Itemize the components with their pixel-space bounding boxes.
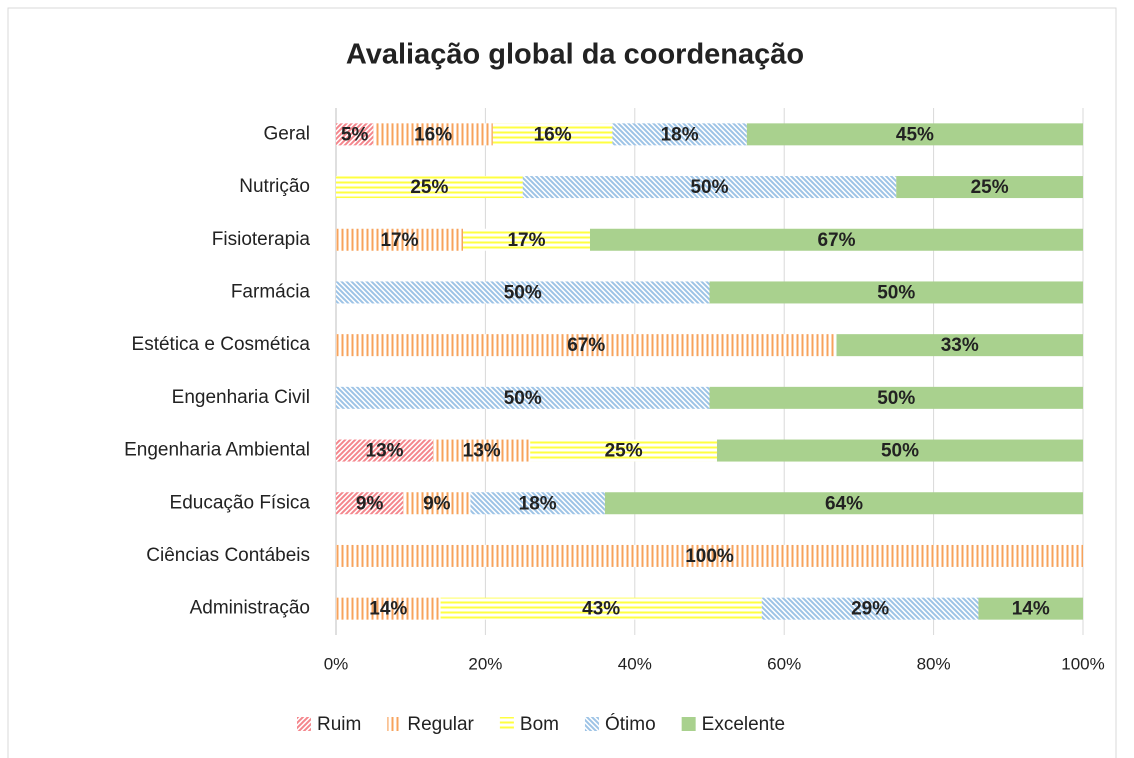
data-label: 25% — [605, 441, 643, 462]
data-label: 50% — [690, 177, 728, 198]
y-tick-label: Fisioterapia — [212, 229, 311, 250]
bar-segment — [336, 597, 441, 620]
bars — [336, 123, 1083, 620]
bar-segment — [836, 334, 1083, 357]
bar-segment — [746, 123, 1083, 146]
data-label: 50% — [877, 282, 915, 303]
data-label: 25% — [971, 177, 1009, 198]
legend-label: Ótimo — [605, 713, 656, 735]
bar-segment — [403, 492, 471, 515]
bar-segment — [589, 228, 1083, 251]
bar-segment — [978, 597, 1083, 620]
data-label: 13% — [366, 441, 404, 462]
bar-segment — [716, 439, 1083, 462]
y-tick-label: Nutrição — [239, 176, 310, 197]
data-label: 67% — [817, 230, 855, 251]
data-label: 13% — [463, 441, 501, 462]
bar-segment — [470, 492, 605, 515]
y-tick-label: Ciências Contábeis — [146, 545, 310, 566]
data-label: 9% — [356, 493, 384, 514]
legend-label: Bom — [520, 714, 559, 735]
data-label: 16% — [414, 124, 452, 145]
data-label: 14% — [1012, 599, 1050, 620]
x-tick-label: 20% — [468, 654, 502, 673]
y-tick-label: Administração — [190, 598, 310, 619]
bar-segment — [336, 386, 710, 409]
legend-swatch — [584, 717, 599, 731]
bar-segment — [373, 123, 493, 146]
bar-segment — [612, 123, 747, 146]
bar-segment — [522, 176, 897, 199]
data-label: 64% — [825, 493, 863, 514]
legend-swatch — [297, 717, 311, 731]
y-tick-label: Engenharia Civil — [172, 387, 310, 408]
bar-segment — [440, 597, 762, 620]
bar-segment — [336, 334, 837, 357]
data-label: 16% — [534, 124, 572, 145]
data-label: 50% — [504, 282, 542, 303]
data-label: 17% — [380, 230, 418, 251]
bar-segment — [709, 386, 1083, 409]
x-tick-label: 100% — [1061, 654, 1104, 673]
bar-segment — [336, 544, 1083, 567]
legend-swatch — [499, 717, 514, 731]
data-label: 50% — [881, 441, 919, 462]
x-tick-label: 0% — [324, 654, 349, 673]
data-label: 9% — [423, 493, 451, 514]
data-label: 18% — [661, 124, 699, 145]
data-label: 45% — [896, 124, 934, 145]
data-label: 29% — [851, 599, 889, 620]
legend-label: Regular — [407, 714, 474, 735]
chart-title: Avaliação global da coordenação — [346, 39, 804, 71]
bar-segment — [336, 281, 710, 304]
bar-segment — [433, 439, 531, 462]
data-label: 5% — [341, 124, 369, 145]
bar-segment — [462, 228, 590, 251]
data-label: 18% — [519, 493, 557, 514]
data-label: 50% — [877, 388, 915, 409]
x-tick-label: 80% — [917, 654, 951, 673]
bar-segment — [492, 123, 613, 146]
data-label: 50% — [504, 388, 542, 409]
bar-segment — [336, 176, 523, 199]
bar-segment — [336, 228, 463, 251]
y-tick-label: Estética e Cosmética — [132, 334, 311, 355]
data-label: 25% — [410, 177, 448, 198]
legend-swatch — [681, 717, 696, 731]
bar-segment — [336, 439, 434, 462]
bar-segment — [709, 281, 1083, 304]
bar-segment — [336, 123, 374, 146]
legend-label: Ruim — [317, 714, 361, 735]
x-tick-label: 40% — [618, 654, 652, 673]
data-label: 17% — [507, 230, 545, 251]
data-label: 33% — [941, 335, 979, 356]
y-tick-label: Geral — [264, 123, 310, 144]
bar-segment — [530, 439, 717, 462]
y-tick-label: Engenharia Ambiental — [124, 440, 310, 461]
data-label: 14% — [369, 599, 407, 620]
bar-segment — [336, 492, 404, 515]
x-tick-label: 60% — [767, 654, 801, 673]
data-label: 100% — [685, 546, 734, 567]
legend-swatch — [387, 717, 402, 731]
bar-segment — [896, 176, 1083, 199]
legend-label: Excelente — [702, 714, 785, 735]
bar-segment — [604, 492, 1083, 515]
chart-frame — [7, 7, 1117, 758]
y-tick-label: Farmácia — [231, 281, 311, 302]
data-label: 43% — [582, 599, 620, 620]
data-label: 67% — [567, 335, 605, 356]
y-tick-label: Educação Física — [170, 492, 311, 513]
bar-segment — [761, 597, 979, 620]
